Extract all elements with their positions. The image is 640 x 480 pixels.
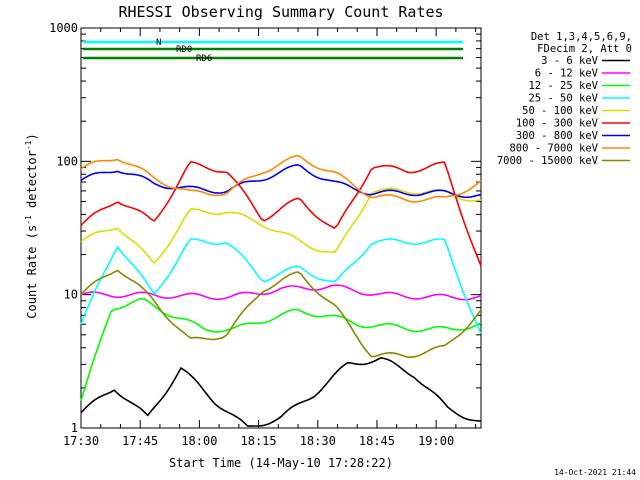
series-line-5 <box>80 187 482 264</box>
series-line-4 <box>80 238 482 334</box>
plot-frame <box>80 27 482 429</box>
chart-title: RHESSI Observing Summary Count Rates <box>118 3 443 21</box>
legend-label-2: 6 - 12 keV <box>535 68 599 80</box>
y-axis-label-end: ) <box>25 133 39 140</box>
series-line-7 <box>80 163 482 199</box>
series-line-1 <box>80 356 482 427</box>
legend-header-line-1: Det 1,3,4,5,6,9, <box>531 31 632 43</box>
legend-label-4: 25 - 50 keV <box>528 93 598 105</box>
legend-label-9: 7000 - 15000 keV <box>497 155 599 167</box>
series-line-3 <box>80 297 482 402</box>
flag-label-3: RD6 <box>196 54 212 64</box>
x-tick-label: 18:15 <box>241 434 277 448</box>
footer-timestamp: 14-Oct-2021 21:44 <box>554 468 636 477</box>
y-axis-label-mid: detector <box>25 150 39 215</box>
series-line-6 <box>80 160 482 267</box>
y-tick-label: 100 <box>56 154 78 168</box>
x-tick-label: 17:30 <box>63 434 99 448</box>
legend-label-8: 800 - 7000 keV <box>509 143 598 155</box>
y-axis-label: Count Rate (s-1 detector-1) <box>24 133 39 318</box>
legend: Det 1,3,4,5,6,9, FDecim 2, Att 0 3 - 6 k… <box>497 31 632 167</box>
legend-label-1: 3 - 6 keV <box>541 55 599 67</box>
y-tick-label: 10 <box>64 288 78 302</box>
x-tick-label: 18:45 <box>359 434 395 448</box>
y-axis-label-sup1: -1 <box>24 215 33 225</box>
legend-header-line-2: FDecim 2, Att 0 <box>537 43 632 55</box>
series-layer <box>80 154 482 427</box>
y-axis-label-main: Count Rate (s <box>25 225 39 319</box>
flag-label-1: N <box>156 38 161 48</box>
flag-label-2: RD0 <box>176 45 192 55</box>
legend-label-6: 100 - 300 keV <box>516 118 599 130</box>
x-tick-label: 17:45 <box>122 434 158 448</box>
x-axis-label: Start Time (14-May-10 17:28:22) <box>169 456 393 470</box>
legend-label-7: 300 - 800 keV <box>516 130 599 142</box>
x-tick-label: 18:00 <box>181 434 217 448</box>
flags-layer: N RD0 RD6 <box>83 38 463 64</box>
y-tick-label: 1000 <box>49 21 78 35</box>
x-tick-label: 18:30 <box>300 434 336 448</box>
series-line-9 <box>80 269 482 359</box>
plot-axes: 17:30 17:45 18:00 18:15 18:30 18:45 19:00 1 10 10… <box>49 21 482 448</box>
legend-label-3: 12 - 25 keV <box>528 80 598 92</box>
series-line-8 <box>80 154 482 203</box>
y-axis-label-sup2: -1 <box>24 140 33 150</box>
x-tick-label: 19:00 <box>418 434 454 448</box>
legend-label-5: 50 - 100 keV <box>522 105 599 117</box>
y-tick-label: 1 <box>71 421 78 435</box>
